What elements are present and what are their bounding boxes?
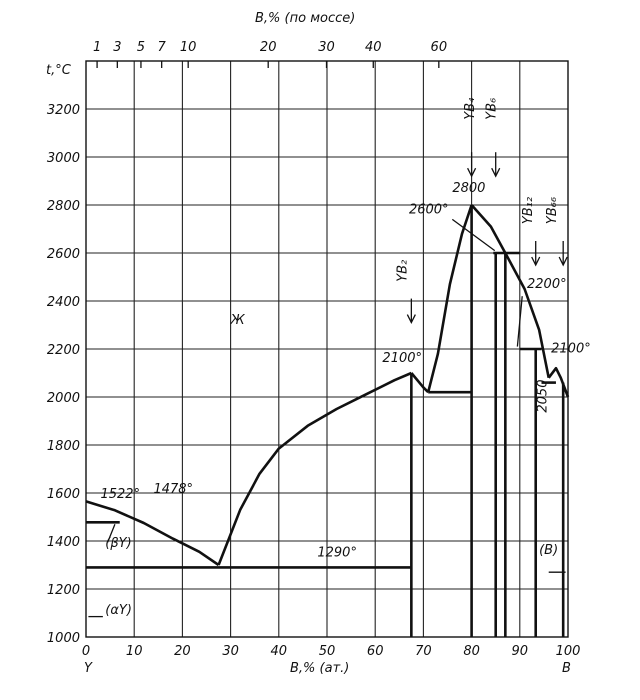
leader-line bbox=[451, 218, 496, 252]
x-tick-label: 90 bbox=[512, 644, 529, 659]
arrow-head bbox=[531, 256, 541, 267]
annotation-label: 2600° bbox=[409, 202, 449, 217]
arrow-head bbox=[491, 167, 501, 178]
annotation-label: Ж bbox=[230, 313, 246, 328]
x-tick-label: 20 bbox=[174, 644, 191, 659]
top-tick-label: 20 bbox=[260, 40, 277, 55]
x-tick-label: 50 bbox=[319, 644, 336, 659]
y-tick-label: 2600 bbox=[47, 247, 80, 262]
y-tick-label: 2200 bbox=[47, 343, 80, 358]
liquidus-curve bbox=[470, 204, 550, 379]
annotation-label: (βY) bbox=[105, 536, 131, 551]
y-tick-label: 3000 bbox=[47, 151, 80, 166]
leader-line bbox=[107, 523, 116, 543]
phase-curves bbox=[85, 204, 570, 567]
annotation-label: 2800 bbox=[452, 181, 485, 196]
grid bbox=[86, 61, 568, 637]
x-tick-label: 100 bbox=[556, 644, 581, 659]
x-tick-label: 30 bbox=[222, 644, 239, 659]
top-tick-label: 1 bbox=[93, 40, 101, 55]
annotation-label: (αY) bbox=[105, 603, 132, 618]
x-tick-label: 60 bbox=[367, 644, 384, 659]
x-tick-label: 10 bbox=[126, 644, 143, 659]
y-tick-label: 1400 bbox=[47, 535, 80, 550]
top-tick-label: 5 bbox=[137, 40, 145, 55]
y-axis-label: t,°C bbox=[46, 63, 72, 78]
leader-line bbox=[516, 296, 523, 347]
liquidus-curve bbox=[217, 371, 412, 566]
arrow-head bbox=[558, 256, 568, 267]
top-tick-label: 3 bbox=[113, 40, 121, 55]
liquidus-curve bbox=[426, 204, 473, 393]
annotation-label: 2100° bbox=[382, 351, 422, 366]
annotation-label: 2200° bbox=[527, 277, 567, 292]
top-tick-label: 40 bbox=[365, 40, 382, 55]
liquidus-curve bbox=[547, 366, 570, 398]
y-tick-label: 1000 bbox=[47, 631, 80, 646]
y-tick-label: 2000 bbox=[47, 391, 80, 406]
x-tick-label: 40 bbox=[271, 644, 288, 659]
top-axis-label: B,% (по мocce) bbox=[255, 11, 355, 26]
liquidus-curve bbox=[410, 372, 430, 394]
top-tick-label: 30 bbox=[318, 40, 335, 55]
compound-label: YB₆₆ bbox=[545, 197, 560, 224]
y-tick-label: 1600 bbox=[47, 487, 80, 502]
annotation-label: (B) bbox=[539, 543, 558, 558]
arrow-head bbox=[406, 314, 416, 325]
temperature-label: 2050 bbox=[535, 380, 550, 413]
annotation-label: 2100° bbox=[551, 342, 591, 357]
annotation-label: 1478° bbox=[153, 482, 193, 497]
y-tick-label: 1200 bbox=[47, 583, 80, 598]
compound-label: YB₂ bbox=[396, 260, 411, 282]
x-tick-label: 70 bbox=[415, 644, 432, 659]
y-tick-label: 2800 bbox=[47, 199, 80, 214]
x-tick-label: 0 bbox=[82, 644, 90, 659]
phase-lines bbox=[86, 205, 565, 637]
compound-label: YB₁₂ bbox=[521, 197, 536, 224]
liquidus-curve bbox=[85, 500, 220, 567]
arrow-head bbox=[467, 167, 477, 178]
compound-label: YB₆ bbox=[485, 98, 500, 120]
y-tick-label: 1800 bbox=[47, 439, 80, 454]
x-axis-label: B,% (ат.) bbox=[290, 661, 349, 676]
x-tick-label: 80 bbox=[463, 644, 480, 659]
composition-arrows bbox=[88, 152, 568, 618]
tick-labels: 1000120014001600180020002200240026002800… bbox=[47, 40, 581, 659]
top-tick-label: 60 bbox=[431, 40, 448, 55]
y-tick-label: 3200 bbox=[47, 103, 80, 118]
top-tick-label: 7 bbox=[158, 40, 167, 55]
y-tick-label: 2400 bbox=[47, 295, 80, 310]
left-element-label: Y bbox=[84, 661, 93, 676]
top-tick-label: 10 bbox=[180, 40, 197, 55]
annotation-label: 1290° bbox=[317, 546, 357, 561]
compound-label: YB₄ bbox=[463, 97, 478, 120]
annotation-label: 1522° bbox=[100, 487, 140, 502]
right-element-label: B bbox=[562, 661, 571, 676]
